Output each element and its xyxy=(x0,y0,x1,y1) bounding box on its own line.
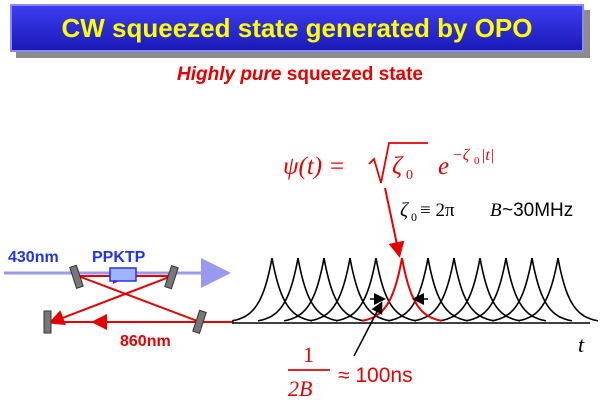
exp-base: e xyxy=(438,153,449,180)
sqrt-arg: ζ xyxy=(392,153,404,180)
width-numerator: 1 xyxy=(303,342,314,367)
sqrt-sub: 0 xyxy=(406,168,413,183)
crystal-icon xyxy=(109,267,137,282)
exp-sub: 0 xyxy=(474,155,480,167)
zeta-symbol: ζ xyxy=(400,199,410,221)
subtitle-rest: squeezed state xyxy=(286,64,424,85)
zeta-sub: 0 xyxy=(411,210,417,224)
exp-power: −ζ xyxy=(452,147,471,164)
zeta-definition: ζ 0 ≡ 2π B ~30MHz xyxy=(400,199,573,224)
formula-lhs: ψ(t) = xyxy=(283,153,345,180)
mirror-icon xyxy=(164,264,179,290)
time-axis-label: t xyxy=(578,332,585,357)
width-pointer xyxy=(353,301,383,357)
pulse xyxy=(491,257,573,322)
output-wavelength-label: 860nm xyxy=(120,333,171,350)
mirror-icon xyxy=(43,310,52,334)
pulse-train xyxy=(231,257,599,322)
formula-pointer xyxy=(384,187,405,258)
wavefunction-formula: ψ(t) = ζ 0 e −ζ 0 |t| xyxy=(283,142,494,184)
page-title: CW squeezed state generated by OPO xyxy=(61,12,533,43)
mirror-icon xyxy=(69,264,84,290)
subtitle: Highly pure squeezed state xyxy=(0,64,600,86)
sqrt-sign xyxy=(368,142,428,184)
pulse-width-note: 1 2B ≈ 100ns xyxy=(288,342,413,401)
title-banner: CW squeezed state generated by OPO xyxy=(10,4,584,52)
width-denominator: 2B xyxy=(288,376,312,401)
pulse xyxy=(517,257,599,322)
pump-wavelength-label: 430nm xyxy=(8,249,59,266)
zeta-var: B xyxy=(490,200,502,221)
zeta-approx: ~30MHz xyxy=(502,200,573,221)
cavity-beam xyxy=(48,275,234,326)
mirror-icon xyxy=(192,309,207,335)
crystal-label: PPKTP xyxy=(92,249,146,266)
subtitle-emphasis: Highly pure xyxy=(176,64,282,85)
exp-tail: |t| xyxy=(481,147,494,164)
zeta-equiv: ≡ 2π xyxy=(420,200,455,221)
width-approx: ≈ 100ns xyxy=(338,364,413,387)
